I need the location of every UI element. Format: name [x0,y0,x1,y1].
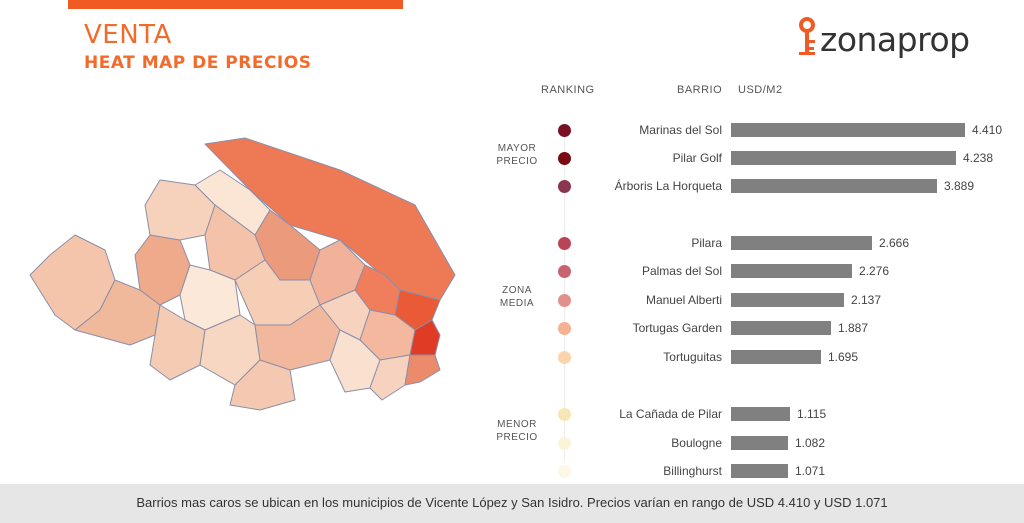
bar [731,123,965,137]
bar-value-label: 4.410 [972,123,1003,137]
heat-map [29,137,456,411]
page-title: VENTA [84,20,172,50]
bar-value-label: 1.082 [795,436,826,450]
group-label-high: MAYOR PRECIO [480,142,554,168]
bar-value-label: 1.071 [795,464,826,478]
key-icon [799,17,815,55]
bar [731,321,831,335]
map-region-east-6 [409,319,441,356]
bar [731,151,956,165]
rank-dot [558,322,571,335]
bar-category-label: Pilar Golf [672,151,722,165]
rank-dot [558,294,571,307]
bar-row: Marinas del Sol 4.410 [0,121,1024,141]
bar-value-label: 2.666 [879,236,910,250]
group-label-high-line1: MAYOR [497,143,537,154]
rank-dot [558,437,571,450]
bar [731,464,788,478]
bar [731,293,844,307]
bar-category-label: La Cañada de Pilar [619,407,722,421]
bar [731,236,872,250]
bar-category-label: Palmas del Sol [641,264,722,278]
bar-category-label: Boulogne [671,436,722,450]
bar-value-label: 1.115 [797,407,827,421]
bar-category-label: Pilara [691,236,722,250]
rank-dot [558,465,571,478]
bar-row: Manuel Alberti 2.137 [0,291,1024,311]
bar-value-label: 1.887 [838,321,869,335]
bar [731,407,790,421]
map-region-west-3 [134,234,191,306]
bar-row: Tortugas Garden 1.887 [0,319,1024,339]
brand-logo: zonaprop [798,14,998,62]
bar [731,179,937,193]
bar [731,350,821,364]
rank-dot [558,124,571,137]
bar-row: La Cañada de Pilar 1.115 [0,405,1024,425]
bar-category-label: Billinghurst [663,464,722,478]
column-header-ranking: RANKING [541,84,595,96]
page-subtitle: HEAT MAP DE PRECIOS [84,53,312,73]
group-label-mid-line1: ZONA [502,285,532,296]
rank-dot [558,351,571,364]
rank-dot [558,180,571,193]
rank-dot [558,237,571,250]
group-label-mid-line2: MEDIA [499,298,535,309]
brand-name: zonaprop [820,20,970,59]
bar-value-label: 2.137 [851,293,882,307]
bar [731,436,788,450]
bar-value-label: 2.276 [859,264,890,278]
bar-category-label: Marinas del Sol [639,123,722,137]
top-accent-bar [68,0,403,9]
group-label-low-line2: PRECIO [496,432,538,443]
column-header-value: USD/M2 [738,84,783,96]
footer: Barrios mas caros se ubican en los munic… [0,484,1024,523]
map-region-south-4 [229,359,296,411]
bar [731,264,852,278]
group-label-high-line2: PRECIO [496,156,538,167]
bar-row: Árboris La Horqueta 3.889 [0,177,1024,197]
rank-dot [558,408,571,421]
bar-row: Palmas del Sol 2.276 [0,262,1024,282]
bar-row: Boulogne 1.082 [0,434,1024,454]
bar-row: Pilar Golf 4.238 [0,149,1024,169]
group-label-low: MENOR PRECIO [480,418,554,444]
map-region-east-9 [404,354,441,386]
column-header-barrio: BARRIO [677,84,723,96]
bar-category-label: Tortuguitas [663,350,722,364]
bar-value-label: 4.238 [963,151,994,165]
bar-row: Tortuguitas 1.695 [0,348,1024,368]
bar-value-label: 1.695 [828,350,859,364]
group-label-low-line1: MENOR [497,419,537,430]
bar-category-label: Manuel Alberti [645,293,722,307]
rank-dot [558,265,571,278]
bar-value-label: 3.889 [944,179,975,193]
bar-category-label: Tortugas Garden [632,321,722,335]
bar-row: Billinghurst 1.071 [0,462,1024,482]
map-region-east-8 [369,354,411,401]
bar-category-label: Árboris La Horqueta [614,179,722,193]
ranking-timeline [564,126,565,461]
bar-row: Pilara 2.666 [0,234,1024,254]
rank-dot [558,152,571,165]
footer-text: Barrios mas caros se ubican en los munic… [136,495,888,510]
group-label-mid: ZONA MEDIA [480,284,554,310]
